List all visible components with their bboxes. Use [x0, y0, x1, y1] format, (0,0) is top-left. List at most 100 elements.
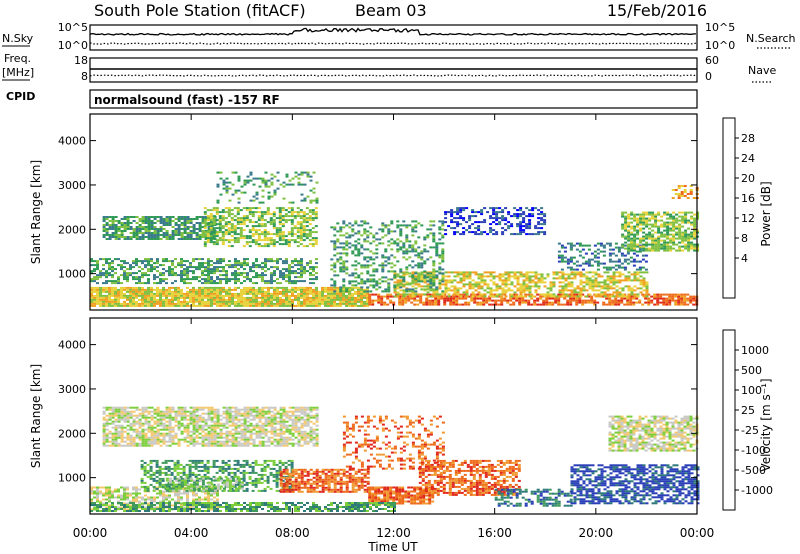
power-cell — [201, 288, 204, 291]
power-cell — [102, 296, 105, 299]
power-cell — [153, 262, 156, 265]
power-cell — [396, 273, 400, 276]
power-cell — [300, 270, 303, 273]
power-cell — [638, 299, 642, 302]
power-cell — [273, 270, 276, 273]
power-cell — [236, 217, 240, 220]
power-cell — [348, 242, 352, 245]
power-cell — [645, 225, 649, 228]
power-cell — [381, 266, 385, 269]
power-cell — [201, 216, 205, 218]
power-cell — [228, 296, 231, 299]
power-cell — [227, 215, 231, 218]
power-cell — [462, 271, 466, 274]
power-cell — [221, 231, 225, 234]
power-cell — [375, 232, 379, 235]
power-cell — [273, 298, 276, 301]
power-cell — [435, 293, 439, 296]
power-cell — [477, 225, 481, 228]
power-cell — [162, 264, 165, 267]
power-cell — [384, 276, 388, 279]
power-cell — [249, 298, 252, 301]
power-cell — [669, 213, 673, 216]
power-cell — [438, 228, 442, 231]
power-cell — [288, 294, 291, 297]
power-cell — [636, 273, 640, 276]
power-cell — [558, 277, 562, 280]
power-cell — [174, 218, 178, 220]
power-cell — [245, 217, 249, 220]
power-cell — [293, 233, 297, 236]
power-cell — [572, 293, 576, 296]
power-cell — [620, 301, 624, 304]
power-cell — [221, 239, 225, 242]
power-cell — [279, 302, 282, 305]
power-cell — [129, 288, 132, 291]
power-cell — [468, 271, 472, 274]
power-cell — [654, 221, 658, 224]
power-cell — [108, 296, 111, 299]
power-cell — [302, 219, 306, 222]
power-cell — [597, 281, 601, 284]
power-cell — [210, 300, 213, 303]
power-cell — [228, 286, 231, 289]
power-cell — [609, 275, 613, 278]
power-cell — [452, 295, 456, 298]
power-cell — [516, 277, 520, 280]
velocity-cell — [102, 436, 106, 439]
power-cell — [120, 294, 123, 297]
power-cell — [596, 248, 600, 251]
power-cell — [267, 304, 270, 307]
power-cell — [477, 229, 481, 232]
power-cell — [162, 294, 165, 297]
power-cell — [455, 297, 459, 300]
power-cell — [138, 236, 142, 238]
power-cell — [207, 268, 210, 271]
power-cell — [333, 248, 337, 251]
power-cell — [156, 232, 160, 234]
power-cell — [102, 288, 105, 291]
power-cell — [224, 211, 228, 214]
power-cell — [560, 244, 564, 247]
power-cell — [431, 299, 435, 302]
power-cell — [345, 232, 349, 235]
power-cell — [189, 262, 192, 265]
power-cell — [429, 256, 433, 259]
velocity-cell — [117, 436, 121, 439]
power-cell — [579, 287, 583, 290]
power-cell — [519, 209, 523, 212]
power-cell — [345, 244, 349, 247]
power-cell — [123, 296, 126, 299]
power-cell — [177, 232, 181, 234]
power-cell — [450, 213, 454, 216]
velocity-cell — [120, 426, 124, 429]
velocity-cell — [144, 432, 148, 435]
power-cell — [227, 231, 231, 234]
power-cell — [543, 295, 547, 298]
power-cell — [609, 287, 613, 290]
power-cell — [408, 240, 412, 243]
power-cell — [645, 233, 649, 236]
power-cell — [492, 209, 496, 212]
power-cell — [201, 262, 204, 265]
power-cell — [171, 270, 174, 273]
power-cell — [308, 215, 312, 218]
power-cell — [276, 262, 279, 265]
power-cell — [411, 230, 415, 233]
power-cell — [552, 283, 556, 286]
power-cell — [563, 246, 567, 249]
power-cell — [258, 288, 261, 291]
power-cell — [162, 300, 165, 303]
power-cell — [380, 303, 384, 306]
power-cell — [321, 286, 324, 289]
power-cell — [639, 281, 643, 284]
power-cell — [219, 193, 223, 196]
power-cell — [207, 228, 211, 230]
power-cell — [630, 227, 634, 230]
power-cell — [150, 224, 154, 226]
power-cell — [488, 303, 492, 306]
power-cell — [491, 299, 495, 302]
power-cell — [621, 227, 625, 230]
power-cell — [195, 236, 199, 238]
power-cell — [693, 237, 697, 240]
